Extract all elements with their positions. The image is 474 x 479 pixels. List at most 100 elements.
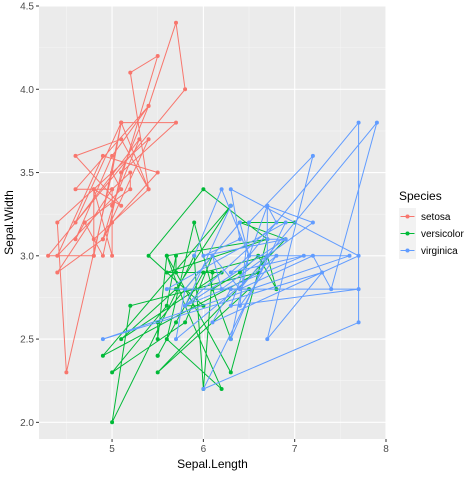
data-point-virginica — [192, 253, 197, 258]
data-point-setosa — [100, 253, 105, 258]
data-point-virginica — [310, 253, 315, 258]
data-point-virginica — [228, 270, 233, 275]
x-tick-label: 8 — [383, 444, 389, 455]
data-point-versicolor — [228, 370, 233, 375]
data-point-versicolor — [110, 370, 115, 375]
legend-key-point — [405, 248, 410, 253]
data-point-virginica — [356, 320, 361, 325]
data-point-virginica — [219, 187, 224, 192]
data-point-setosa — [155, 170, 160, 175]
y-tick-label: 3.0 — [20, 251, 34, 262]
data-point-setosa — [119, 120, 124, 125]
data-point-virginica — [237, 237, 242, 242]
legend-title: Species — [399, 189, 442, 203]
data-point-setosa — [100, 153, 105, 158]
y-axis-title: Sepal.Width — [2, 190, 16, 255]
data-point-versicolor — [201, 187, 206, 192]
data-point-virginica — [320, 270, 325, 275]
y-tick-label: 3.5 — [20, 168, 34, 179]
data-point-setosa — [64, 370, 69, 375]
series-setosa — [46, 20, 188, 375]
data-point-setosa — [174, 20, 178, 25]
data-point-virginica — [274, 220, 279, 225]
y-axis: 2.0 2.5 3.0 3.5 4.0 4.5 — [20, 2, 39, 429]
data-point-virginica — [356, 253, 361, 258]
data-point-virginica — [174, 337, 178, 342]
data-point-versicolor — [155, 353, 160, 358]
data-point-setosa — [110, 170, 115, 175]
y-tick-label: 2.5 — [20, 335, 34, 346]
data-point-versicolor — [174, 270, 178, 275]
data-point-virginica — [283, 220, 288, 225]
data-point-virginica — [265, 253, 270, 258]
data-point-setosa — [91, 253, 96, 258]
data-point-versicolor — [119, 337, 124, 342]
data-point-versicolor — [164, 303, 169, 308]
data-point-setosa — [110, 153, 115, 158]
data-point-versicolor — [146, 253, 151, 258]
data-point-virginica — [210, 320, 215, 325]
legend-item-versicolor: versicolor — [399, 225, 464, 242]
data-point-versicolor — [219, 387, 224, 391]
data-point-virginica — [374, 120, 379, 125]
data-point-setosa — [119, 137, 124, 142]
data-point-versicolor — [210, 270, 215, 275]
data-point-virginica — [100, 337, 105, 342]
data-point-setosa — [55, 220, 60, 225]
series-virginica — [100, 120, 379, 391]
legend-item-virginica: virginica — [399, 242, 458, 259]
data-point-virginica — [201, 387, 206, 391]
x-tick-label: 7 — [292, 444, 298, 455]
data-point-setosa — [128, 170, 133, 175]
data-point-setosa — [137, 137, 142, 142]
data-point-versicolor — [201, 270, 206, 275]
data-point-setosa — [82, 220, 87, 225]
data-point-setosa — [100, 237, 105, 242]
data-point-virginica — [183, 303, 188, 308]
data-point-virginica — [356, 120, 361, 125]
data-point-versicolor — [164, 270, 169, 275]
data-point-setosa — [91, 237, 96, 242]
x-tick-label: 5 — [109, 444, 115, 455]
data-point-setosa — [110, 203, 115, 208]
data-point-setosa — [128, 70, 133, 75]
data-point-versicolor — [128, 303, 133, 308]
data-point-versicolor — [183, 320, 188, 325]
data-point-setosa — [146, 103, 151, 108]
data-point-virginica — [228, 203, 233, 208]
legend: Species setosa versicolor virginica — [399, 189, 464, 259]
x-tick-label: 6 — [201, 444, 207, 455]
data-point-setosa — [55, 253, 60, 258]
data-point-setosa — [119, 170, 124, 175]
data-point-virginica — [347, 253, 352, 258]
data-point-setosa — [128, 187, 133, 192]
data-point-setosa — [119, 203, 124, 208]
data-point-virginica — [237, 220, 242, 225]
legend-label-virginica: virginica — [421, 246, 458, 257]
major-gridlines — [39, 5, 387, 439]
data-point-virginica — [228, 337, 233, 342]
data-point-virginica — [265, 237, 270, 242]
data-point-setosa — [174, 120, 178, 125]
series-line-setosa — [47, 22, 186, 373]
series-line-virginica — [102, 121, 378, 390]
data-point-versicolor — [174, 320, 178, 325]
data-point-setosa — [110, 220, 115, 225]
data-point-virginica — [274, 253, 279, 258]
series-layer — [46, 20, 379, 425]
data-point-virginica — [228, 287, 233, 292]
data-point-virginica — [329, 287, 334, 292]
legend-key-point — [405, 214, 410, 219]
data-point-setosa — [73, 220, 78, 225]
data-point-versicolor — [237, 270, 242, 275]
data-point-versicolor — [110, 420, 115, 425]
data-point-versicolor — [100, 353, 105, 358]
data-point-setosa — [155, 54, 160, 58]
data-point-virginica — [265, 337, 270, 342]
data-point-virginica — [219, 287, 224, 292]
x-axis-title: Sepal.Length — [177, 457, 248, 471]
data-point-versicolor — [174, 253, 178, 258]
data-point-virginica — [164, 287, 169, 292]
legend-label-versicolor: versicolor — [421, 229, 464, 240]
